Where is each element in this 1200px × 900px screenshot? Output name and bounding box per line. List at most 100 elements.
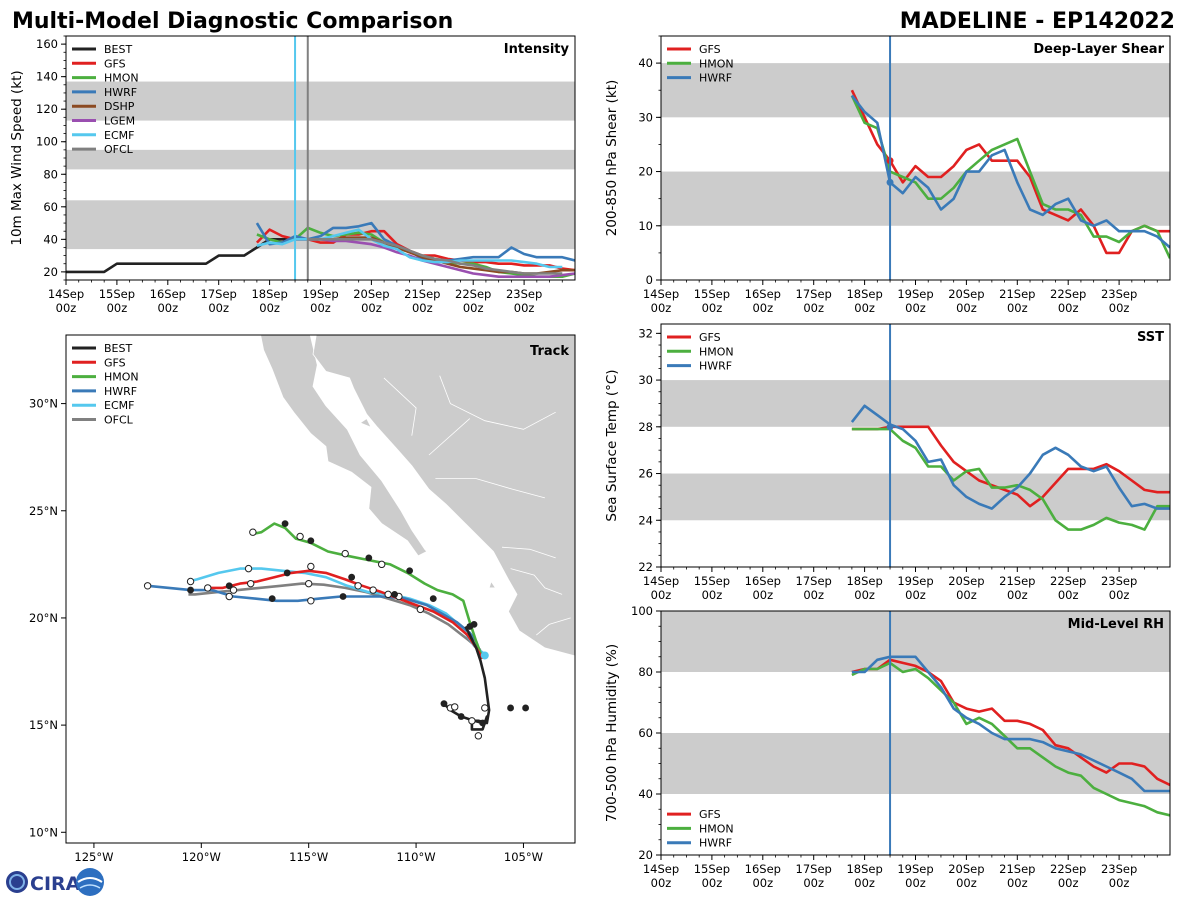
- sst-xtick-day: 20Sep: [948, 574, 984, 588]
- state-border: [383, 377, 417, 436]
- intensity-xtick-hour: 00z: [56, 301, 77, 315]
- rh-xtick-day: 14Sep: [643, 862, 679, 876]
- sst-xtick-day: 21Sep: [999, 574, 1035, 588]
- track-legend-label-hwrf: HWRF: [104, 385, 137, 398]
- rh-xtick-day: 19Sep: [897, 862, 933, 876]
- shear-ytick-label: 0: [646, 273, 653, 287]
- rh-xtick-day: 22Sep: [1050, 862, 1086, 876]
- track-legend-label-ecmf: ECMF: [104, 399, 134, 412]
- sst-xtick-hour: 00z: [956, 588, 977, 602]
- sst-xtick-hour: 00z: [803, 588, 824, 602]
- intensity-threshold-band: [66, 81, 575, 121]
- rh-series-hwrf: [851, 655, 1170, 793]
- track-point-open-hwrf: [307, 597, 315, 605]
- intensity-legend-label-hmon: HMON: [104, 72, 139, 85]
- sst-ytick-label: 32: [638, 326, 653, 340]
- sst-series-hmon: [851, 427, 1170, 531]
- land-mass: [260, 335, 428, 557]
- shear-ytick-label: 40: [638, 56, 653, 70]
- land-mass: [359, 418, 372, 428]
- intensity-threshold-band: [66, 200, 575, 250]
- sst-axes-frame: [660, 323, 1171, 568]
- intensity-ytick-label: 40: [43, 232, 58, 246]
- track-point-filled-best: [440, 700, 448, 708]
- track-point-open-best: [481, 704, 489, 712]
- track-panel: 125°W 120°W 115°W 110°W 105°W 10°N 15°N 20°N 25°…: [29, 334, 576, 864]
- rh-legend-label-hmon: HMON: [699, 822, 734, 835]
- intensity-xtick-hour: 00z: [463, 301, 484, 315]
- track-point-open-ofcl: [304, 579, 313, 588]
- track-point-filled-hmon: [406, 567, 414, 575]
- shear-xtick-hour: 00z: [702, 301, 723, 315]
- intensity-ytick-label: 20: [43, 265, 58, 279]
- intensity-xtick-hour: 00z: [107, 301, 128, 315]
- track-point-open-gfs: [204, 584, 212, 592]
- track-point-filled-best: [470, 620, 478, 628]
- intensity-ylabel: 10m Max Wind Speed (kt): [9, 70, 25, 245]
- rh-ytick-label: 60: [638, 726, 653, 740]
- intensity-xtick-day: 22Sep: [455, 287, 491, 301]
- rh-xtick-hour: 00z: [803, 876, 824, 890]
- track-point-filled-gfs: [429, 595, 437, 603]
- track-lon-label: 120°W: [182, 850, 221, 864]
- rh-xtick-day: 23Sep: [1101, 862, 1137, 876]
- shear-xtick-day: 15Sep: [694, 287, 730, 301]
- sst-xtick-hour: 00z: [702, 588, 723, 602]
- track-point-open-hwrf: [225, 592, 233, 601]
- intensity-legend-label-ecmf: ECMF: [104, 129, 134, 142]
- track-point-open-hwrf: [384, 590, 392, 599]
- track-axes-frame: [65, 334, 576, 844]
- track-point-filled-hmon: [281, 520, 289, 528]
- rh-xtick-hour: 00z: [1007, 876, 1028, 890]
- track-lat-label: 20°N: [29, 611, 58, 625]
- rh-ylabel: 700-500 hPa Humidity (%): [604, 644, 620, 822]
- sst-ytick-label: 22: [638, 560, 653, 574]
- rh-ytick-label: 80: [638, 665, 653, 679]
- state-border: [501, 546, 556, 559]
- intensity-panel-title: Intensity: [504, 42, 570, 57]
- intensity-legend-label-ofcl: OFCL: [104, 143, 134, 156]
- sst-xtick-hour: 00z: [854, 588, 875, 602]
- shear-panel-title: Deep-Layer Shear: [1033, 42, 1164, 57]
- intensity-threshold-band: [66, 149, 575, 170]
- track-point-filled-hwrf: [268, 595, 276, 603]
- intensity-legend-label-gfs: GFS: [104, 57, 126, 70]
- sst-ytick-label: 26: [638, 467, 653, 481]
- shear-xtick-day: 14Sep: [643, 287, 679, 301]
- intensity-panel: 2040608010012014016014Sep00z15Sep00z16Se…: [9, 35, 576, 315]
- shear-xtick-day: 21Sep: [999, 287, 1035, 301]
- rh-xtick-day: 18Sep: [846, 862, 882, 876]
- intensity-xtick-hour: 00z: [412, 301, 433, 315]
- track-point-open-hmon: [296, 532, 304, 541]
- intensity-legend-label-best: BEST: [104, 43, 132, 56]
- sst-series-hwrf: [850, 404, 1170, 510]
- sst-xtick-day: 16Sep: [745, 574, 781, 588]
- track-gfs: [205, 569, 484, 660]
- shear-xtick-hour: 00z: [1058, 301, 1079, 315]
- rh-xtick-day: 15Sep: [694, 862, 730, 876]
- sst-xtick-hour: 00z: [651, 588, 672, 602]
- intensity-xtick-hour: 00z: [361, 301, 382, 315]
- intensity-xtick-hour: 00z: [514, 301, 535, 315]
- rh-xtick-hour: 00z: [752, 876, 773, 890]
- shear-series-hmon: [850, 95, 1170, 259]
- rh-xtick-day: 20Sep: [948, 862, 984, 876]
- sst-xtick-day: 22Sep: [1050, 574, 1086, 588]
- shear-xtick-day: 17Sep: [796, 287, 832, 301]
- land-mass: [312, 335, 575, 657]
- shear-ylabel: 200-850 hPa Shear (kt): [604, 80, 620, 237]
- sst-ytick-label: 30: [638, 373, 653, 387]
- rh-series-hmon: [851, 661, 1170, 817]
- sst-xtick-hour: 00z: [905, 588, 926, 602]
- rh-xtick-day: 16Sep: [745, 862, 781, 876]
- sst-legend-label-hmon: HMON: [699, 345, 734, 358]
- track-point-filled-best: [457, 713, 465, 720]
- sst-xtick-day: 15Sep: [694, 574, 730, 588]
- track-ofcl: [188, 582, 482, 652]
- intensity-xtick-hour: 00z: [259, 301, 280, 315]
- rh-xtick-hour: 00z: [1058, 876, 1079, 890]
- intensity-xtick-hour: 00z: [208, 301, 229, 315]
- intensity-xtick-hour: 00z: [310, 301, 331, 315]
- rh-xtick-day: 21Sep: [999, 862, 1035, 876]
- intensity-ytick-label: 60: [43, 200, 58, 214]
